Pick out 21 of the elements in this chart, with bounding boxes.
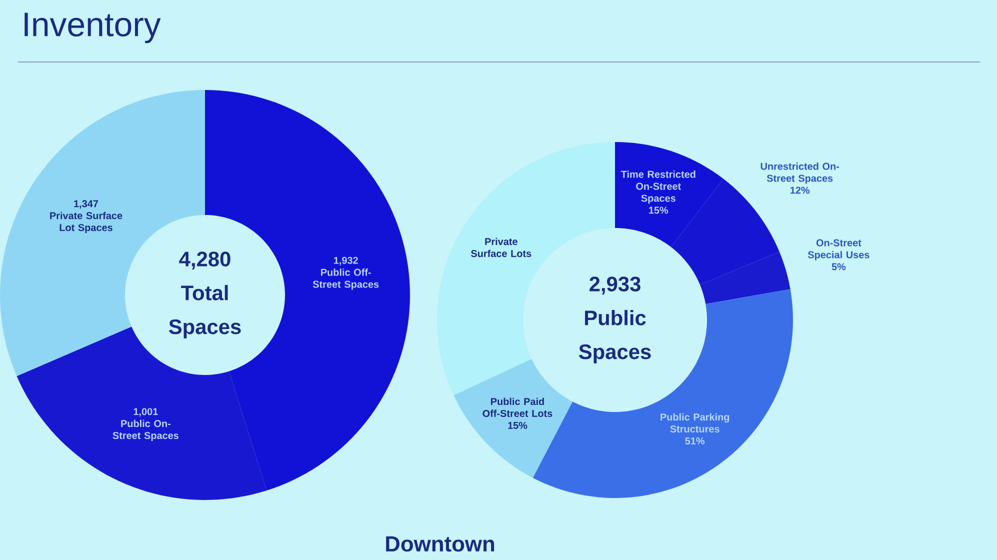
text: Downtown (386, 536, 494, 552)
data-label: 15% (508, 422, 528, 429)
slice-label: Public Off-Street Spaces (312, 268, 379, 290)
data-label: 15% (649, 206, 668, 214)
data-label: 5% (832, 263, 846, 270)
data-label: 1,932 (334, 256, 358, 266)
slice-label: Private Surface Lots (470, 238, 532, 258)
chart-title: Inventory (24, 12, 161, 44)
slice-label: Public On-Street Spaces (112, 420, 178, 442)
text: 4,280 Total Spaces (168, 252, 241, 338)
slice-label: Public Paid Off-Street Lots (482, 398, 552, 417)
slice-label: Private Surface Lot Spaces (50, 212, 122, 234)
text: 2,933 Public Spaces (578, 276, 651, 364)
data-label: 51% (685, 437, 705, 444)
data-label: 1,001 (134, 408, 158, 417)
slice-label: Public Parking Structures (660, 413, 730, 433)
slice-label: Unrestricted On-Street Spaces (760, 162, 840, 184)
data-label: 1,347 (74, 200, 98, 209)
data-label: 12% (790, 186, 810, 194)
slice-label: Time Restricted On-Street Spaces (620, 170, 696, 204)
slice-label: On-Street Special Uses (808, 239, 870, 260)
